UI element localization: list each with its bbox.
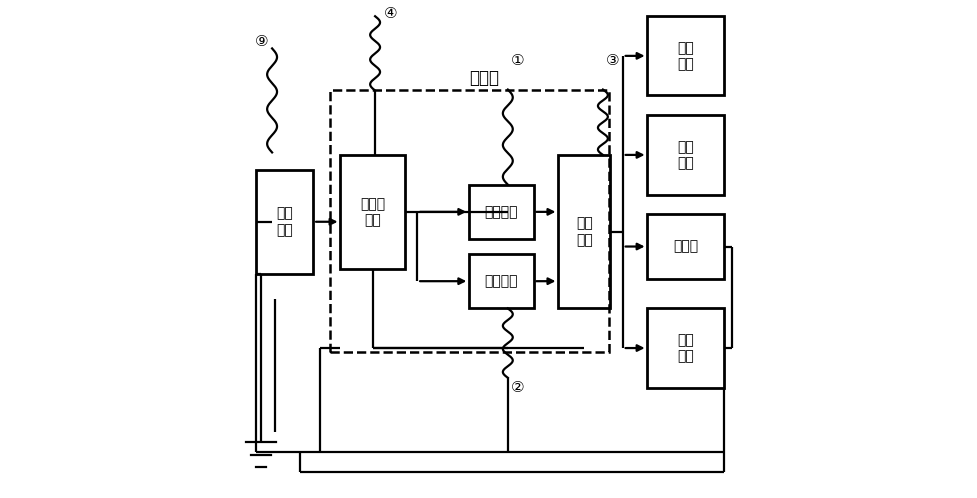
Bar [647,116,724,195]
Text: 开关
电源: 开关 电源 [677,333,694,363]
Bar [256,170,313,274]
Text: ③: ③ [606,53,619,68]
Text: 主控板: 主控板 [672,240,698,253]
Bar [469,254,533,308]
Bar [469,185,533,239]
Text: 滤波板: 滤波板 [469,69,498,87]
Text: 直流
电网: 直流 电网 [276,207,293,237]
Text: ⑨: ⑨ [254,33,268,48]
Text: ①: ① [510,53,524,68]
Bar [647,16,724,96]
Text: 防浪涌
电路: 防浪涌 电路 [360,197,385,227]
Text: 滤波
电路: 滤波 电路 [575,217,592,247]
Bar [329,90,609,352]
Bar [647,308,724,387]
Text: ④: ④ [384,6,398,21]
Text: 充电电路: 充电电路 [485,205,518,219]
Bar [647,214,724,279]
Text: 旁通电路: 旁通电路 [485,274,518,288]
Text: ②: ② [510,380,524,395]
Text: 压机
驱动: 压机 驱动 [677,41,694,71]
Bar [340,155,404,269]
Bar [558,155,610,308]
Text: 风机
驱动: 风机 驱动 [677,140,694,170]
